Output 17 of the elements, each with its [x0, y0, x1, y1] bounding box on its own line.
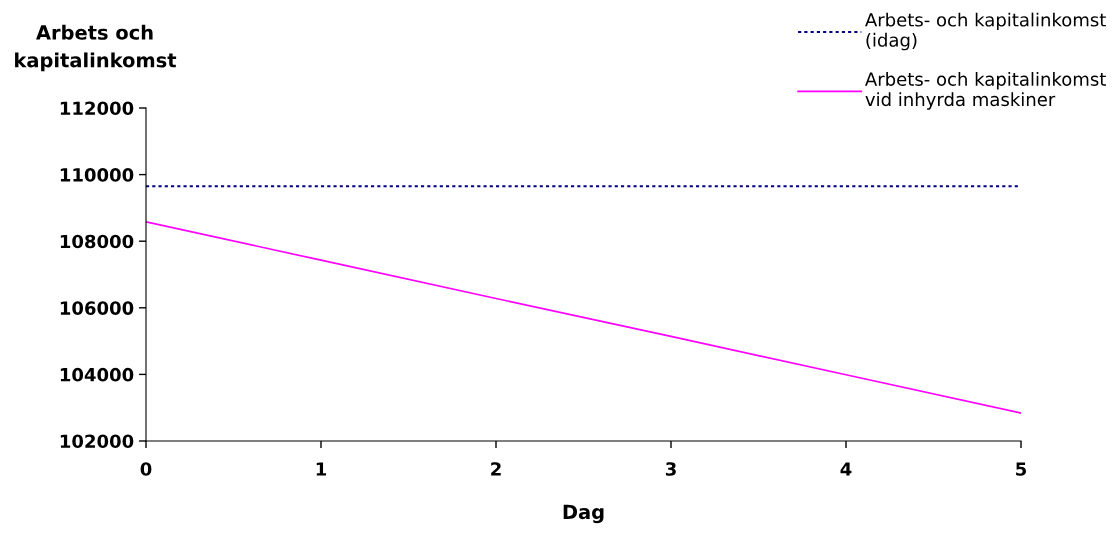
legend-label: Arbets- och kapitalinkomst vid inhyrda maskiner	[865, 72, 1106, 110]
x-axis-title: Dag	[563, 504, 604, 524]
y-tick-label: 104000	[60, 367, 134, 382]
y-tick-label: 106000	[60, 301, 134, 315]
y-tick-label: 112000	[60, 101, 134, 116]
x-tick-label: 3	[665, 462, 676, 476]
x-tick-label: 1	[316, 462, 327, 476]
legend-label: Arbets- och kapitalinkomst (idag)	[865, 12, 1106, 51]
x-tick-label: 5	[1016, 462, 1027, 476]
y-tick-label: 110000	[60, 168, 134, 182]
x-tick-label: 0	[140, 462, 152, 476]
y-axis-title: Arbets och kapitalinkomst	[15, 24, 177, 72]
x-tick-label: 4	[840, 462, 852, 476]
line-series	[146, 221, 1021, 414]
y-tick-label: 102000	[60, 434, 134, 449]
y-tick-label: 108000	[60, 234, 134, 249]
x-tick-label: 2	[491, 462, 501, 476]
